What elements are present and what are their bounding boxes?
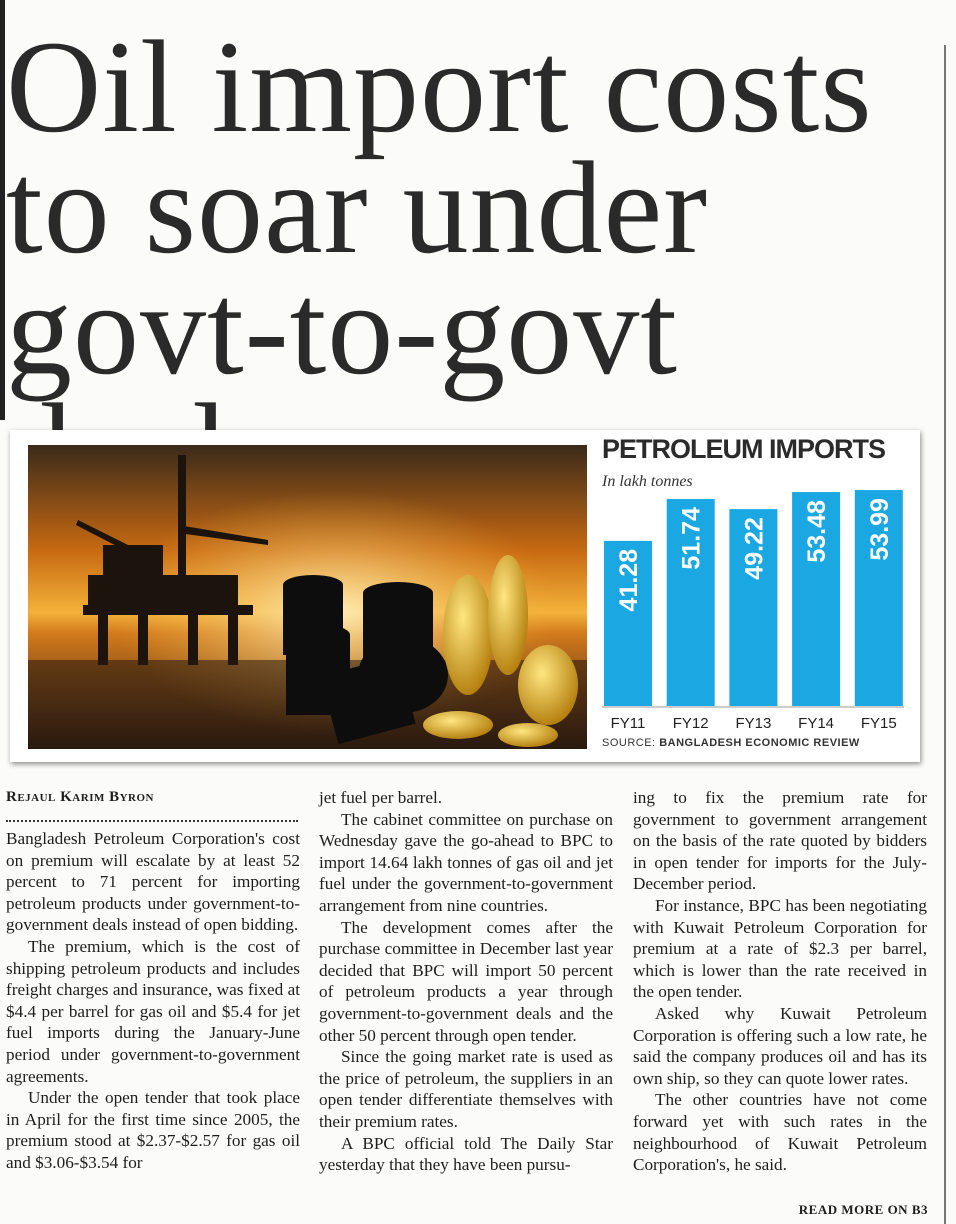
column: jet fuel per barrel. The cabinet committe… (319, 787, 613, 1176)
x-tick-label: FY14 (798, 715, 834, 732)
paragraph: ing to fix the premium rate for governme… (633, 788, 927, 894)
x-tick-label: FY15 (861, 715, 897, 732)
paragraph: The development comes after the purchase… (319, 917, 613, 1045)
column: Rejaul Karim Byron Bangladesh Petroleum … (6, 787, 300, 1174)
column-text: Bangladesh Petroleum Corporation's cost … (6, 828, 300, 1174)
headline: Oil import costs to soar under govt-to-g… (6, 13, 873, 516)
bar (729, 509, 778, 706)
paragraph: For instance, BPC has been negotiating w… (633, 895, 927, 1002)
value-label: 41.28 (615, 549, 643, 612)
page-edge (0, 0, 5, 420)
x-tick-label: FY11 (611, 715, 646, 732)
paragraph: The premium, which is the cost of shippi… (6, 936, 300, 1086)
source: SOURCE: BANGLADESH ECONOMIC REVIEW (602, 737, 860, 749)
value-label: 53.99 (866, 498, 894, 561)
column-text: jet fuel per barrel. The cabinet committe… (319, 787, 613, 1176)
column: ing to fix the premium rate for governme… (633, 787, 927, 1176)
chart-title: PETROLEUM IMPORTS (602, 434, 885, 464)
bar (604, 540, 652, 706)
column-text: ing to fix the premium rate for governme… (633, 787, 927, 1176)
x-tick-label: FY13 (735, 715, 771, 732)
value-label: 51.74 (678, 507, 706, 570)
source-name: BANGLADESH ECONOMIC REVIEW (659, 737, 860, 749)
read-more: READ MORE ON B3 (798, 1202, 928, 1217)
paragraph: Bangladesh Petroleum Corporation's cost … (6, 829, 300, 935)
x-tick-label: FY12 (673, 715, 709, 732)
paragraph: Asked why Kuwait Petroleum Corporation i… (633, 1003, 927, 1088)
paragraph: jet fuel per barrel. (319, 788, 443, 807)
chart-subtitle: In lakh tonnes (601, 473, 693, 490)
source-label: SOURCE: (602, 737, 656, 749)
paragraph: The other countries have not come forwar… (633, 1090, 927, 1175)
paragraph: Under the open tender that took place in… (6, 1088, 300, 1172)
paragraph: A BPC official told The Daily Star yeste… (319, 1133, 613, 1175)
value-label: 49.22 (740, 517, 768, 580)
value-label: 53.48 (803, 500, 831, 563)
paragraph: Since the going market rate is used as t… (319, 1047, 613, 1131)
bar (666, 499, 715, 706)
byline: Rejaul Karim Byron (6, 789, 155, 805)
bar (792, 492, 841, 706)
chart: PETROLEUM IMPORTS In lakh tonnes SOURCE:… (601, 434, 904, 749)
photo (28, 445, 587, 749)
dotted-rule (6, 810, 298, 822)
paragraph: The cabinet committee on purchase on Wed… (319, 809, 613, 915)
column-rule (944, 45, 946, 1224)
bar (854, 490, 903, 706)
